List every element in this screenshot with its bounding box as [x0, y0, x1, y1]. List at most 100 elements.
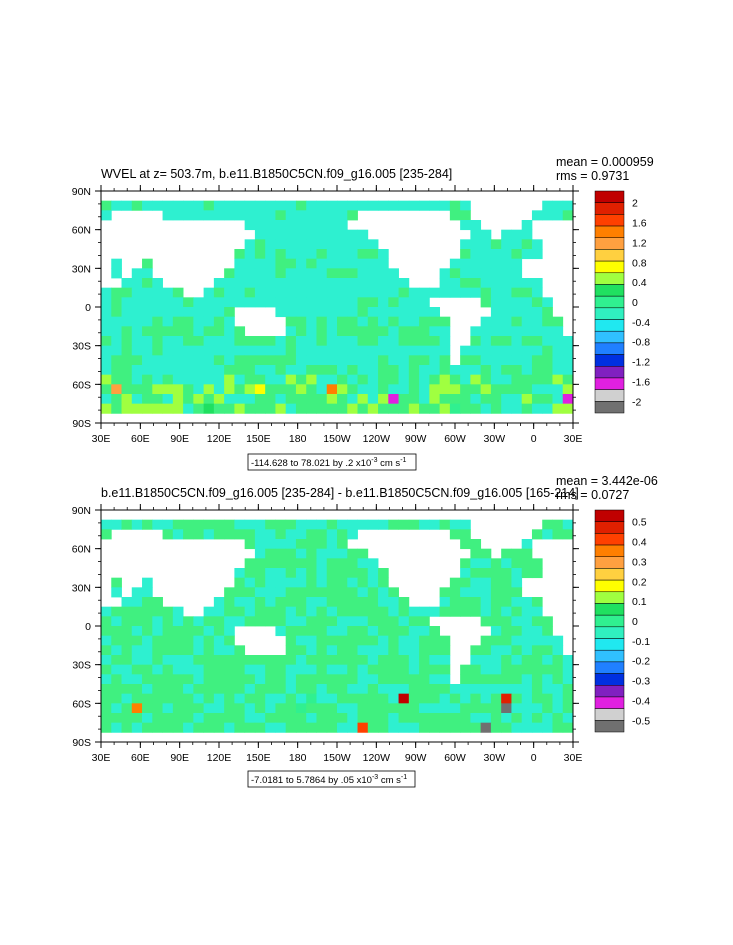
map-cell	[121, 519, 133, 530]
map-cell	[152, 374, 163, 385]
map-cell	[367, 249, 379, 260]
map-cell	[295, 278, 307, 289]
map-cell	[265, 384, 276, 395]
map-cell	[265, 577, 276, 588]
map-cell	[388, 345, 399, 356]
map-cell	[306, 307, 317, 318]
map-cell	[429, 664, 441, 675]
colorbar-swatch	[594, 544, 625, 557]
map-cell	[131, 519, 143, 530]
map-cell	[460, 374, 471, 385]
map-cell	[316, 326, 328, 337]
map-cell	[152, 200, 163, 211]
map-cell	[244, 200, 256, 211]
map-cell	[193, 326, 205, 337]
map-cell	[511, 258, 523, 269]
map-cell	[224, 374, 235, 385]
map-cell	[378, 374, 389, 385]
map-cell	[254, 268, 266, 279]
map-cell	[183, 645, 194, 656]
colorbar-swatch	[594, 330, 625, 344]
map-cell	[367, 616, 379, 627]
map-cell	[398, 684, 410, 695]
map-cell	[265, 568, 276, 579]
map-cell	[337, 365, 348, 376]
map-cell	[131, 365, 143, 376]
map-cell	[162, 655, 174, 666]
map-cell	[172, 287, 184, 298]
map-cell	[408, 645, 420, 656]
map-cell	[101, 529, 112, 540]
map-cell	[101, 713, 112, 724]
map-cell	[121, 326, 133, 337]
map-cell	[552, 529, 564, 540]
map-cell	[429, 722, 441, 733]
map-cell	[552, 210, 564, 221]
map-cell	[470, 722, 482, 733]
map-cell	[470, 258, 482, 269]
map-cell	[511, 249, 523, 260]
map-cell	[460, 703, 471, 714]
map-cell	[131, 655, 143, 666]
map-cell	[337, 616, 348, 627]
map-cell	[275, 229, 287, 240]
map-cell	[203, 606, 215, 617]
map-cell	[531, 558, 543, 569]
map-cell	[480, 326, 492, 337]
map-cell	[460, 384, 471, 395]
map-cell	[552, 674, 564, 685]
map-cell	[234, 577, 246, 588]
map-cell	[511, 268, 523, 279]
map-cell	[378, 519, 389, 530]
colorbar-swatch	[594, 237, 625, 250]
map-cell	[542, 374, 553, 385]
map-cell	[408, 713, 420, 724]
colorbar-swatch	[594, 579, 625, 593]
map-cell	[131, 626, 143, 637]
map-cell	[203, 355, 215, 366]
map-cell	[419, 394, 430, 405]
map-cell	[224, 703, 235, 714]
map-cell	[265, 239, 276, 250]
map-cell	[326, 597, 338, 608]
map-cell	[542, 316, 553, 327]
map-cell	[531, 655, 543, 666]
map-cell	[306, 394, 317, 405]
map-cell	[378, 268, 389, 279]
map-cell	[388, 326, 399, 337]
map-cell	[275, 655, 287, 666]
x-tick-label: 60E	[131, 752, 150, 764]
map-cell	[367, 355, 379, 366]
map-cell	[337, 278, 348, 289]
map-cell	[347, 297, 358, 308]
map-cell	[162, 200, 174, 211]
map-cell	[460, 558, 471, 569]
map-cell	[224, 326, 235, 337]
map-cell	[295, 220, 307, 231]
map-cell	[111, 519, 122, 530]
map-cell	[111, 374, 122, 385]
map-cell	[193, 674, 205, 685]
map-cell	[470, 703, 482, 714]
map-cell	[480, 606, 492, 617]
map-cell	[295, 365, 307, 376]
top-mean-stat: mean = 0.000959	[556, 155, 654, 169]
map-cell	[213, 316, 225, 327]
map-cell	[367, 587, 379, 598]
map-cell	[562, 674, 574, 685]
map-cell	[203, 635, 215, 646]
map-cell	[337, 394, 348, 405]
map-cell	[542, 655, 553, 666]
map-cell	[367, 345, 379, 356]
map-cell	[542, 384, 553, 395]
y-tick-label: 60N	[72, 225, 91, 237]
map-cell	[275, 693, 287, 704]
map-cell	[562, 374, 574, 385]
map-cell	[121, 365, 133, 376]
map-cell	[142, 297, 153, 308]
map-cell	[142, 674, 153, 685]
map-cell	[501, 403, 512, 414]
map-cell	[511, 345, 523, 356]
map-cell	[378, 316, 389, 327]
map-cell	[511, 587, 523, 598]
